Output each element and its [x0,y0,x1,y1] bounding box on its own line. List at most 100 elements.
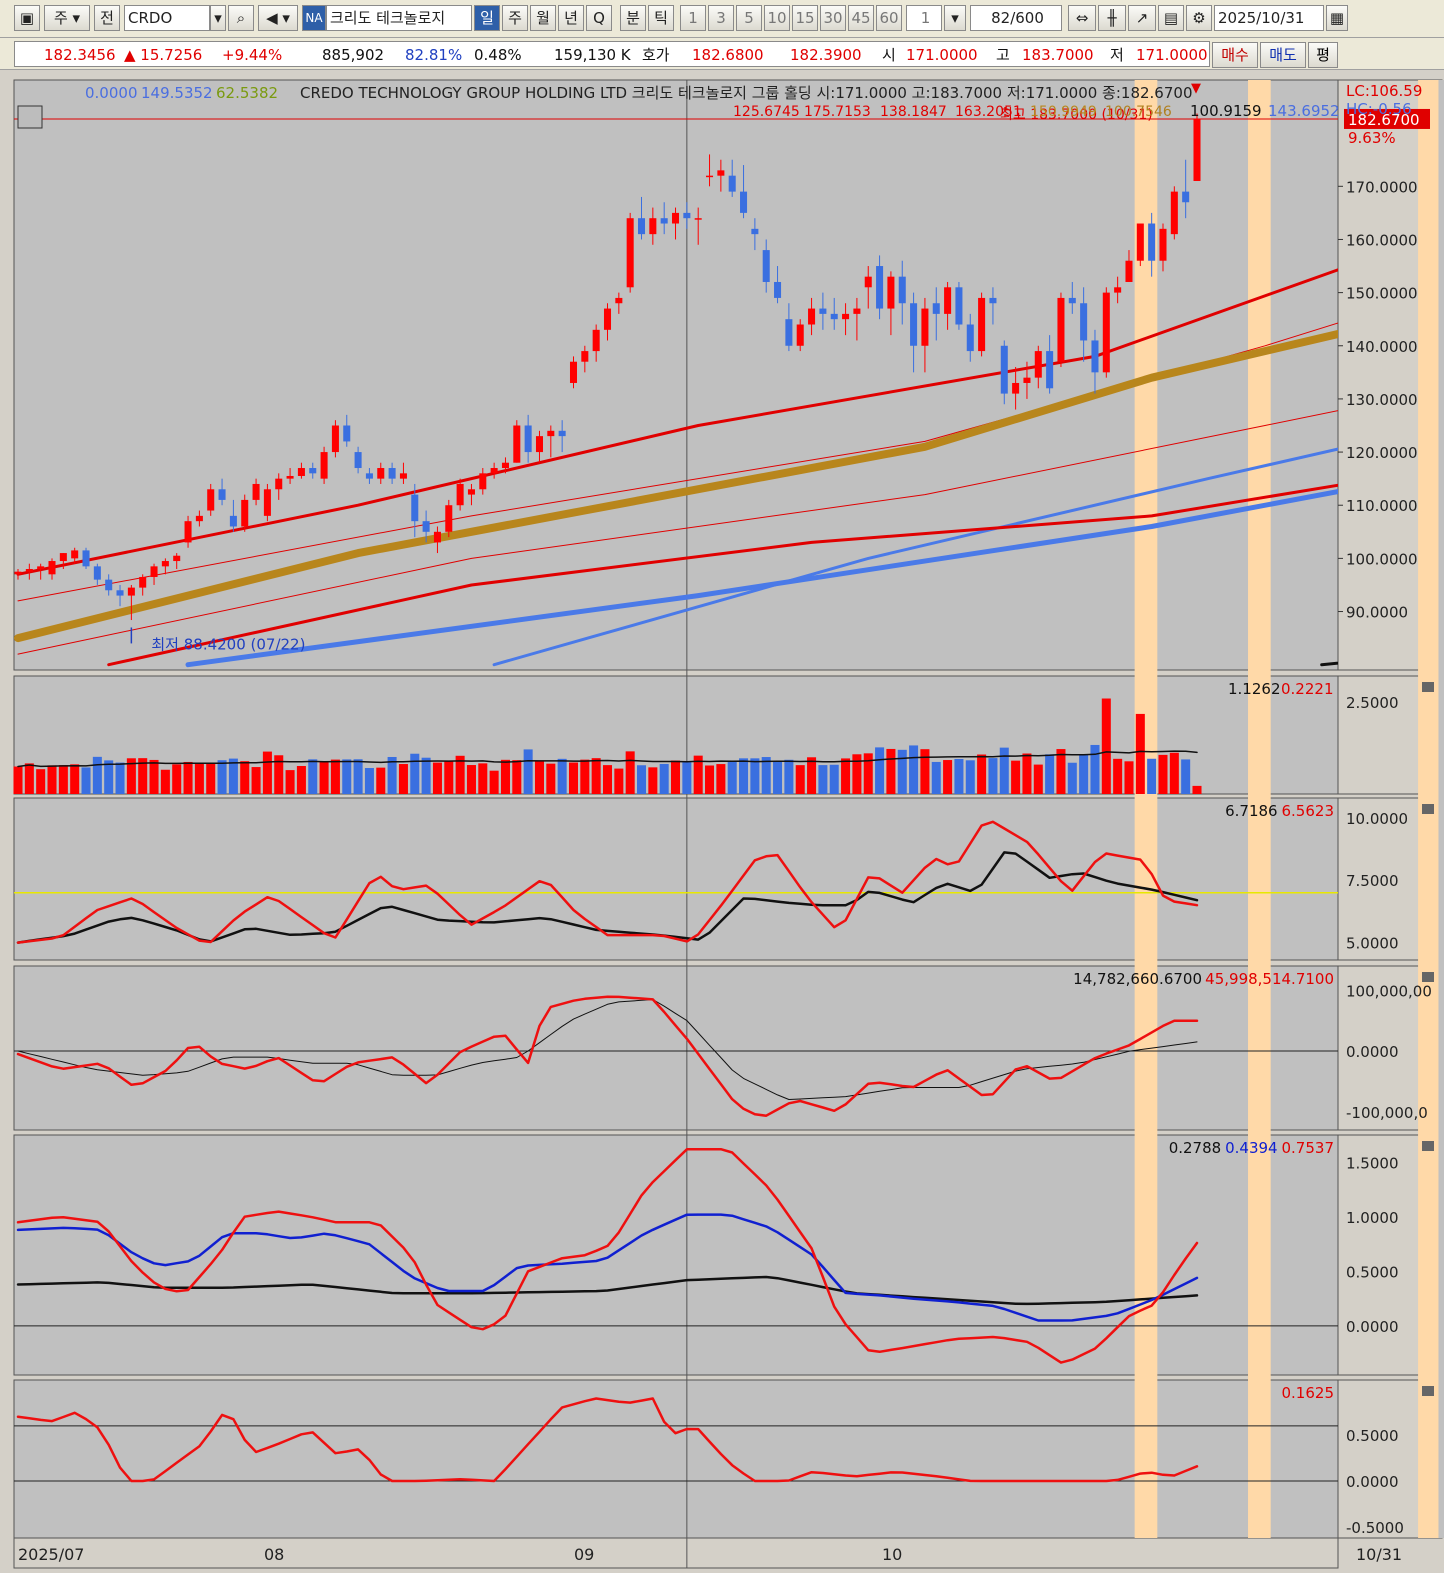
volume-bar [931,761,941,794]
ind-2-close-icon[interactable] [1422,1141,1434,1151]
candle-body [14,571,22,575]
band-value-2: 175.7153 [804,104,871,120]
volume-bar [739,758,749,794]
bars-field[interactable]: 82/600 [970,5,1062,31]
save-icon[interactable]: ▤ [1158,5,1184,31]
interval-5[interactable]: 5 [736,5,762,31]
volume-bar [1045,754,1055,794]
count-input[interactable]: 1 [906,5,942,31]
bid-label: 호가 [642,46,670,64]
volume-bar [206,763,216,794]
candle-body [263,489,271,516]
last-pct-label: 9.63% [1348,129,1396,147]
interval-15[interactable]: 15 [792,5,818,31]
draw-tool-icon[interactable]: ↗ [1128,5,1156,31]
volume-bar [274,755,284,794]
ind-3-tick-1: 0.0000 [1346,1473,1399,1491]
period-quarter[interactable]: Q [586,5,612,31]
volume-bar [1101,698,1111,794]
price-tick-3: 120.0000 [1346,444,1418,462]
search-icon[interactable]: ⌕ [228,5,254,31]
interval-3[interactable]: 3 [708,5,734,31]
interval-10[interactable]: 10 [764,5,790,31]
calendar-icon[interactable]: ▦ [1326,5,1348,31]
candle-body [105,579,113,591]
stock-name-field[interactable]: 크리도 테크놀로지 [326,5,472,31]
band-inner-upper-line [17,322,1338,602]
candle-body [184,521,192,543]
highlight-band-1 [1248,80,1271,1538]
candle-body [626,218,634,288]
interval-30[interactable]: 30 [820,5,846,31]
candle-body [1000,345,1008,394]
interval-1[interactable]: 1 [680,5,706,31]
legend-value-c: 62.5382 [216,84,278,102]
chart-area[interactable]: ▼ 최저 88.4200 (07/22) 최고 183.7000 (10/31) 9… [0,70,1444,1573]
volume-bar [81,767,91,794]
volume-bar [285,770,295,794]
candle-body [932,303,940,314]
volume-bar [364,768,374,794]
candle-body [842,313,850,320]
prev-button[interactable]: 전 [94,5,120,31]
volume-bar [1158,754,1168,794]
candle-body [785,319,793,346]
period-day[interactable]: 일 [474,5,500,31]
legend-value-b: 149.5352 [141,84,213,102]
volume-bar [1135,713,1145,794]
candle-body [830,313,838,320]
candle-body [218,489,226,500]
volume-bar [296,765,306,794]
ind-0-close-icon[interactable] [1422,804,1434,814]
band-lower-line [107,483,1338,667]
interval-60[interactable]: 60 [876,5,902,31]
layout-icon[interactable]: ▣ [14,5,40,31]
market-select[interactable]: 주 ▾ [44,5,90,31]
sell-button[interactable]: 매도 [1260,42,1306,68]
volume-bar [183,761,193,794]
compress-icon[interactable]: ⇔ [1068,5,1096,31]
grid-toggle-icon[interactable] [17,105,43,129]
indicator-2-red-line [16,1147,1199,1364]
speaker-icon[interactable]: ◀ ▾ [258,5,298,31]
volume-close-icon[interactable] [1422,682,1434,692]
average-button[interactable]: 평 [1308,42,1338,68]
gridlines [686,80,688,1568]
indicator-panels [14,820,1338,1483]
period-month[interactable]: 월 [530,5,556,31]
volume-bar [1067,762,1077,794]
volume-bar [455,755,465,794]
candle-body [59,553,67,562]
period-tick[interactable]: 틱 [648,5,674,31]
volume-bar [999,747,1009,794]
count-dropdown-icon[interactable]: ▾ [944,5,966,31]
candle-icon[interactable]: ╫ [1098,5,1126,31]
quote-open: 171.0000 [906,46,978,64]
symbol-input[interactable]: CRDO [124,5,210,31]
period-minute[interactable]: 분 [620,5,646,31]
period-week[interactable]: 주 [502,5,528,31]
band-upper-line [16,268,1338,576]
volume-bar [1169,752,1179,794]
candle-body [331,425,339,453]
volume-bar [217,760,227,794]
volume-bar [353,759,363,794]
settings-icon[interactable]: ⚙ [1186,5,1212,31]
candle-body [25,569,33,572]
volume-bar [194,762,204,794]
volume-bar [897,749,907,794]
candle-body [1023,377,1031,383]
date-input[interactable]: 2025/10/31 [1214,5,1324,31]
interval-45[interactable]: 45 [848,5,874,31]
candle-body [229,515,237,527]
panel-backgrounds [13,79,1443,1569]
period-year[interactable]: 년 [558,5,584,31]
band-value-5: 150.9949 [1030,104,1097,120]
ind-1-close-icon[interactable] [1422,972,1434,982]
quote-ask: 182.3900 [790,46,862,64]
buy-button[interactable]: 매수 [1212,42,1258,68]
symbol-dropdown-icon[interactable]: ▾ [210,5,226,31]
last-price-label: 182.6700 [1348,111,1420,129]
ind-3-close-icon[interactable] [1422,1386,1434,1396]
volume-bar [614,768,624,794]
